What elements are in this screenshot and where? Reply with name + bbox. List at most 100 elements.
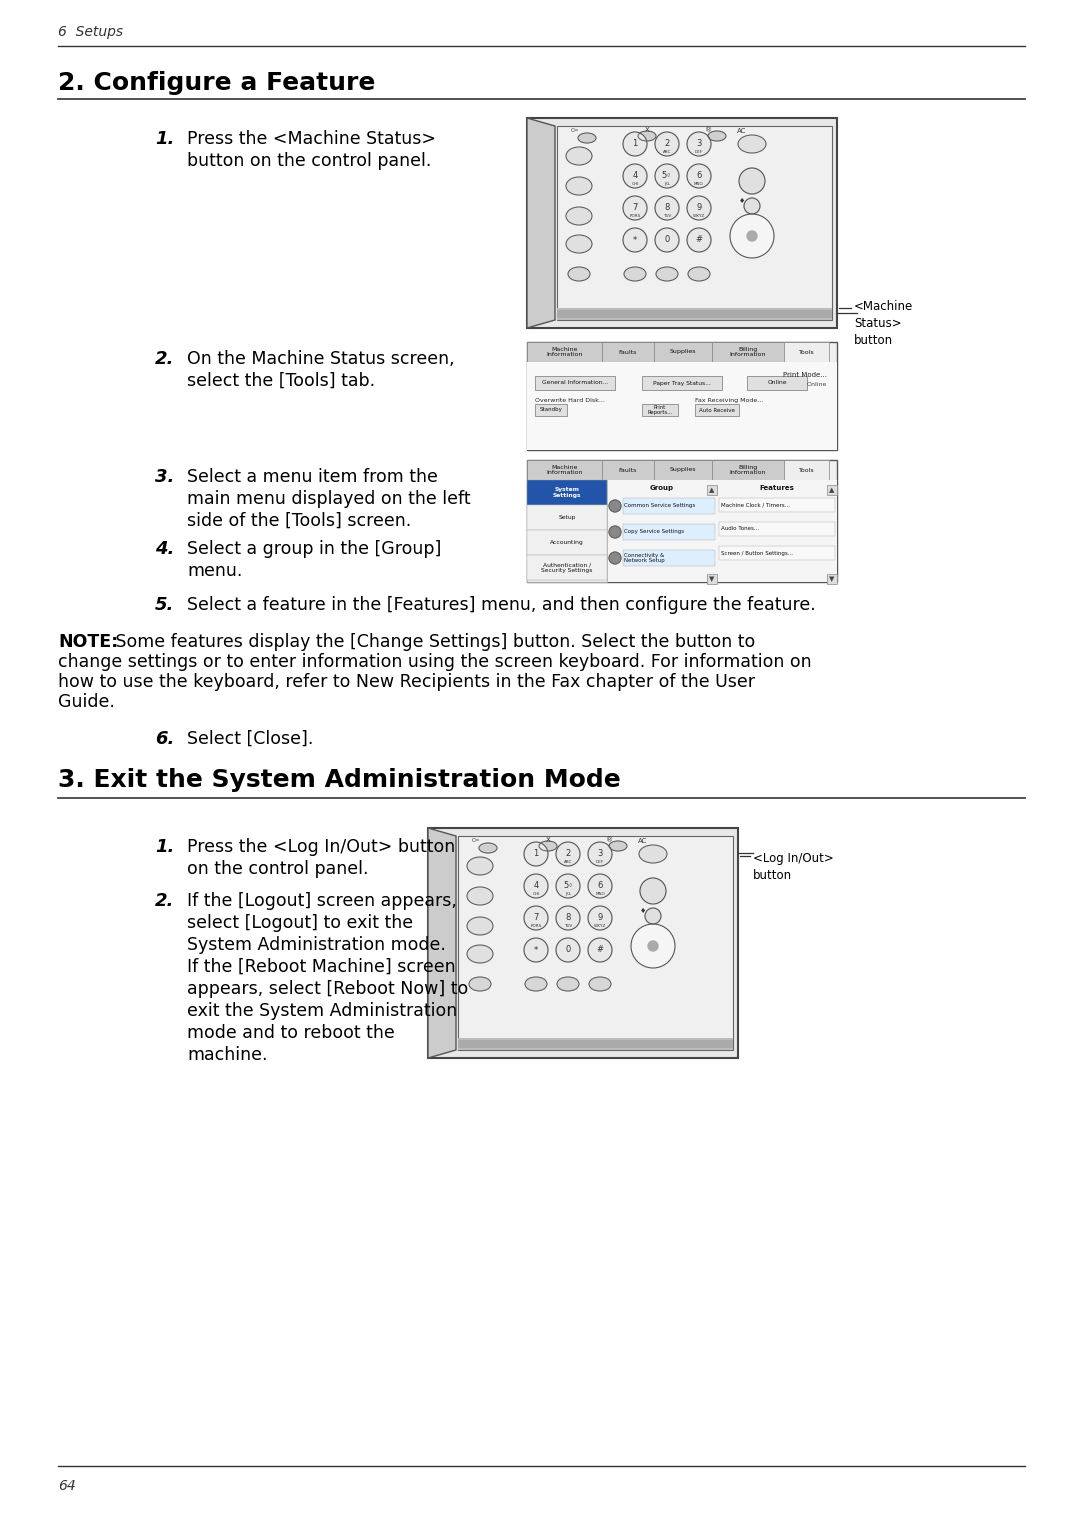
Text: machine.: machine. bbox=[187, 1047, 268, 1063]
Text: Connectivity &
Network Setup: Connectivity & Network Setup bbox=[624, 553, 665, 564]
Bar bbox=[642, 376, 723, 390]
Bar bbox=[527, 480, 837, 582]
Text: NOTE:: NOTE: bbox=[58, 633, 118, 651]
Bar bbox=[527, 530, 607, 555]
Circle shape bbox=[730, 214, 774, 258]
Circle shape bbox=[588, 842, 612, 866]
Text: Machine
Information: Machine Information bbox=[546, 347, 583, 358]
Text: GHI: GHI bbox=[532, 892, 540, 895]
Text: 1.: 1. bbox=[156, 837, 174, 856]
Circle shape bbox=[524, 938, 548, 963]
Bar bbox=[654, 460, 712, 480]
Text: ♦: ♦ bbox=[739, 199, 745, 205]
Text: JKL: JKL bbox=[565, 892, 571, 895]
Circle shape bbox=[556, 874, 580, 898]
Text: menu.: menu. bbox=[187, 562, 242, 581]
Text: Overwrite Hard Disk...: Overwrite Hard Disk... bbox=[535, 397, 605, 403]
Ellipse shape bbox=[638, 131, 656, 141]
Text: General Information...: General Information... bbox=[542, 380, 608, 385]
Ellipse shape bbox=[609, 840, 627, 851]
Text: GHI: GHI bbox=[632, 182, 638, 186]
Text: Fax Receiving Mode...: Fax Receiving Mode... bbox=[696, 397, 764, 403]
Text: 0: 0 bbox=[565, 946, 570, 955]
Ellipse shape bbox=[639, 845, 667, 863]
Text: 6: 6 bbox=[597, 882, 603, 891]
Text: Tools: Tools bbox=[799, 468, 814, 472]
Ellipse shape bbox=[624, 267, 646, 281]
Bar bbox=[642, 403, 678, 416]
Text: ABC: ABC bbox=[663, 150, 672, 154]
Text: exit the System Administration: exit the System Administration bbox=[187, 1002, 457, 1021]
FancyBboxPatch shape bbox=[527, 118, 837, 329]
Text: AC: AC bbox=[738, 128, 746, 134]
Text: If the [Logout] screen appears,: If the [Logout] screen appears, bbox=[187, 892, 457, 911]
Bar bbox=[557, 125, 832, 319]
Bar bbox=[707, 575, 717, 584]
Text: TUV: TUV bbox=[564, 924, 572, 927]
Text: Setup: Setup bbox=[558, 515, 576, 520]
Text: Faults: Faults bbox=[619, 468, 637, 472]
Text: Machine
Information: Machine Information bbox=[546, 465, 583, 475]
Ellipse shape bbox=[480, 843, 497, 853]
Text: 8: 8 bbox=[565, 914, 570, 923]
Circle shape bbox=[623, 131, 647, 156]
Text: Some features display the [Change Settings] button. Select the button to: Some features display the [Change Settin… bbox=[110, 633, 755, 651]
Text: Supplies: Supplies bbox=[670, 350, 697, 354]
Text: Audio Tones...: Audio Tones... bbox=[721, 527, 759, 532]
Bar bbox=[535, 376, 615, 390]
Text: Tools: Tools bbox=[799, 350, 814, 354]
Text: 9: 9 bbox=[597, 914, 603, 923]
Text: Common Service Settings: Common Service Settings bbox=[624, 504, 696, 509]
Bar bbox=[827, 484, 837, 495]
Text: Billing
Information: Billing Information bbox=[730, 465, 766, 475]
Text: MNO: MNO bbox=[595, 892, 605, 895]
Circle shape bbox=[645, 908, 661, 924]
Circle shape bbox=[654, 163, 679, 188]
Circle shape bbox=[556, 938, 580, 963]
Bar bbox=[527, 480, 607, 504]
Circle shape bbox=[623, 228, 647, 252]
Text: 1: 1 bbox=[633, 139, 637, 148]
Circle shape bbox=[623, 196, 647, 220]
Polygon shape bbox=[527, 118, 555, 329]
Text: select the [Tools] tab.: select the [Tools] tab. bbox=[187, 371, 375, 390]
Ellipse shape bbox=[688, 267, 710, 281]
Bar bbox=[623, 498, 715, 513]
Text: MNO: MNO bbox=[694, 182, 704, 186]
Ellipse shape bbox=[566, 147, 592, 165]
Circle shape bbox=[744, 199, 760, 214]
Circle shape bbox=[524, 874, 548, 898]
Text: change settings or to enter information using the screen keyboard. For informati: change settings or to enter information … bbox=[58, 652, 812, 671]
Circle shape bbox=[588, 906, 612, 931]
Ellipse shape bbox=[568, 267, 590, 281]
Text: Accounting: Accounting bbox=[550, 539, 584, 545]
Circle shape bbox=[654, 131, 679, 156]
Text: DEF: DEF bbox=[694, 150, 703, 154]
Bar bbox=[557, 310, 832, 318]
Text: Features: Features bbox=[759, 484, 795, 490]
Text: mode and to reboot the: mode and to reboot the bbox=[187, 1024, 395, 1042]
Circle shape bbox=[648, 941, 658, 950]
Text: 64: 64 bbox=[58, 1479, 76, 1493]
Text: #: # bbox=[596, 946, 604, 955]
Bar bbox=[527, 480, 607, 582]
Circle shape bbox=[687, 196, 711, 220]
Circle shape bbox=[609, 500, 621, 512]
Text: Paper Tray Status...: Paper Tray Status... bbox=[653, 380, 711, 385]
Ellipse shape bbox=[708, 131, 726, 141]
Text: 7: 7 bbox=[632, 203, 637, 212]
Text: 6.: 6. bbox=[156, 730, 174, 749]
Text: 4: 4 bbox=[534, 882, 539, 891]
Circle shape bbox=[654, 196, 679, 220]
Text: Group: Group bbox=[650, 484, 674, 490]
Bar bbox=[747, 376, 807, 390]
Text: Select a feature in the [Features] menu, and then configure the feature.: Select a feature in the [Features] menu,… bbox=[187, 596, 815, 614]
Circle shape bbox=[524, 906, 548, 931]
Text: ▲: ▲ bbox=[710, 487, 715, 494]
Text: Print
Reports...: Print Reports... bbox=[647, 405, 673, 416]
Circle shape bbox=[687, 163, 711, 188]
Text: If the [Reboot Machine] screen: If the [Reboot Machine] screen bbox=[187, 958, 456, 976]
Ellipse shape bbox=[578, 133, 596, 144]
Ellipse shape bbox=[566, 177, 592, 196]
Ellipse shape bbox=[589, 976, 611, 992]
